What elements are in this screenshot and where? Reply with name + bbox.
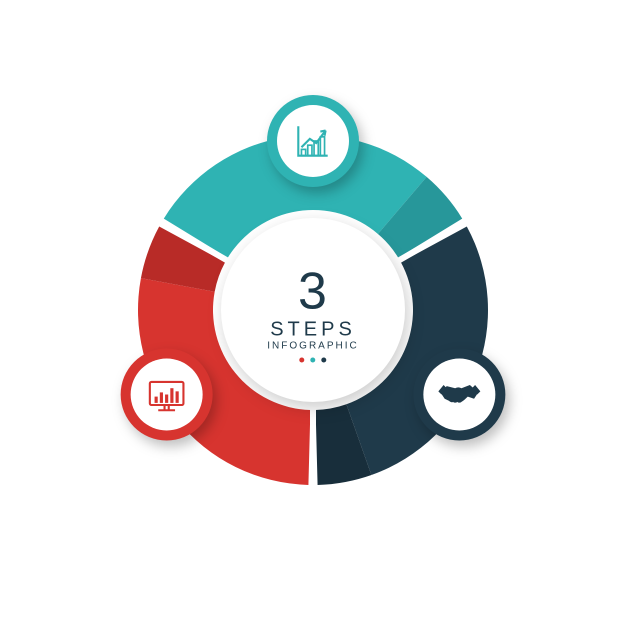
node-top: [267, 95, 359, 187]
center-dot: [321, 358, 326, 363]
center-sub-label: INFOGRAPHIC: [267, 342, 358, 352]
node-left: [121, 349, 213, 441]
center-number: 3: [267, 266, 358, 318]
node-right: [413, 349, 505, 441]
center-dot: [299, 358, 304, 363]
infographic-stage: 3 STEPS INFOGRAPHIC: [0, 0, 626, 626]
center-steps-label: STEPS: [267, 320, 358, 340]
center-dot: [310, 358, 315, 363]
center-label-block: 3 STEPS INFOGRAPHIC: [267, 266, 358, 363]
center-dots: [267, 358, 358, 363]
